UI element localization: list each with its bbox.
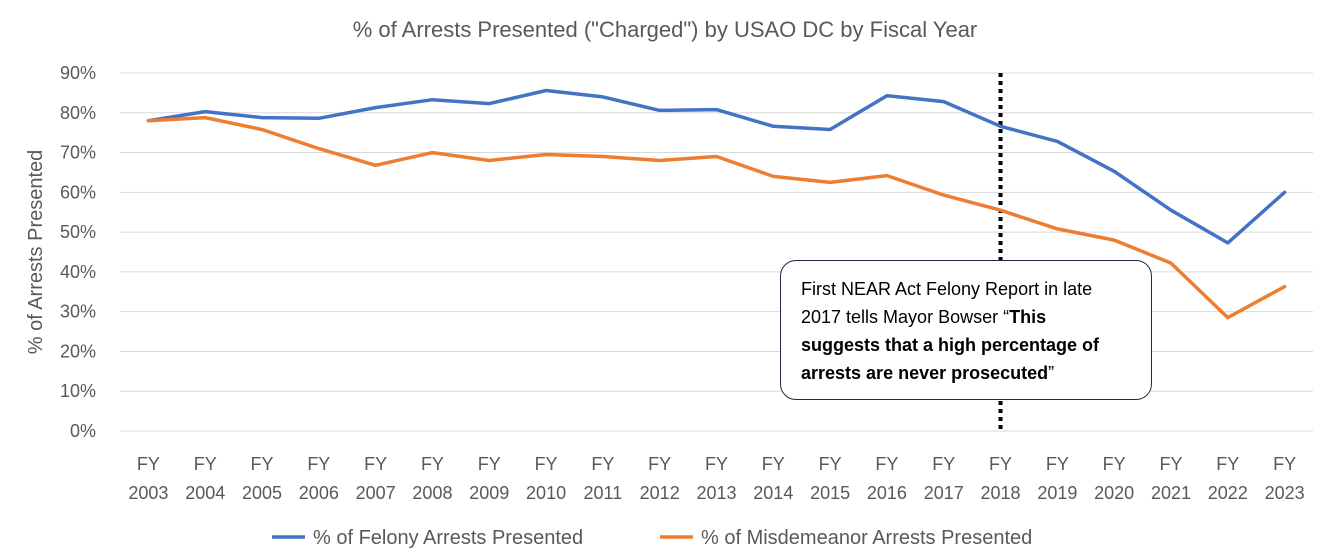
x-tick-label: FY 2022 xyxy=(1208,454,1248,503)
annotation-bold-text: arrests are never prosecuted xyxy=(801,363,1049,383)
x-tick-label: FY 2004 xyxy=(185,454,225,503)
x-tick-label: FY 2013 xyxy=(696,454,736,503)
annotation-bold-text: This xyxy=(1009,307,1047,327)
annotation-text: 2017 tells Mayor Bowser “ xyxy=(801,307,1010,327)
y-tick-label: 0% xyxy=(70,421,96,441)
grid-lines xyxy=(120,72,1313,432)
x-tick-label: FY 2012 xyxy=(640,454,680,503)
x-tick-label: FY 2010 xyxy=(526,454,566,503)
annotation-line-1: First NEAR Act Felony Report in late xyxy=(801,275,1131,303)
x-tick-label: FY 2019 xyxy=(1037,454,1077,503)
legend: % of Felony Arrests Presented % of Misdem… xyxy=(272,527,1032,549)
y-tick-label: 60% xyxy=(60,182,96,202)
chart-title: % of Arrests Presented ("Charged") by US… xyxy=(353,17,978,42)
x-tick-label: FY 2005 xyxy=(242,454,282,503)
y-tick-label: 80% xyxy=(60,103,96,123)
annotation-text: ” xyxy=(1048,363,1055,383)
x-tick-label: FY 2015 xyxy=(810,454,850,503)
x-tick-label: FY 2011 xyxy=(584,454,623,503)
x-tick-label: FY 2020 xyxy=(1094,454,1134,503)
x-tick-label: FY 2003 xyxy=(128,454,168,503)
x-tick-label: FY 2006 xyxy=(299,454,339,503)
y-axis-title: % of Arrests Presented xyxy=(25,150,47,355)
x-tick-label: FY 2007 xyxy=(356,454,396,503)
x-tick-label: FY 2018 xyxy=(981,454,1021,503)
x-tick-label: FY 2014 xyxy=(753,454,793,503)
annotation-bold-text: suggests that a high percentage of xyxy=(801,335,1100,355)
misdemeanor-series-line xyxy=(146,115,1287,320)
legend-label: % of Misdemeanor Arrests Presented xyxy=(701,527,1032,549)
x-tick-label: FY 2017 xyxy=(924,454,964,503)
y-tick-label: 30% xyxy=(60,302,96,322)
felony-series-line xyxy=(146,88,1287,245)
legend-label: % of Felony Arrests Presented xyxy=(313,527,583,549)
x-tick-label: FY 2016 xyxy=(867,454,907,503)
x-axis-ticks: FY 2003 FY 2004 FY 2005 FY 2006 FY 2007 FY 2008 FY 20… xyxy=(128,454,1304,503)
y-tick-label: 90% xyxy=(60,63,96,83)
y-tick-label: 50% xyxy=(60,222,96,242)
annotation-text: First NEAR Act Felony Report in late xyxy=(801,279,1093,299)
annotation-line-3: suggests that a high percentage of xyxy=(801,331,1131,359)
y-tick-label: 70% xyxy=(60,143,96,163)
annotation-callout: First NEAR Act Felony Report in late 201… xyxy=(780,260,1152,400)
x-tick-label: FY 2009 xyxy=(469,454,509,503)
x-tick-label: FY 2021 xyxy=(1151,454,1191,503)
y-axis-ticks: 0% 10% 20% 30% 40% 50% 60% 70% 80% 90% xyxy=(60,63,96,441)
y-tick-label: 20% xyxy=(60,341,96,361)
series-layer xyxy=(146,88,1287,320)
y-tick-label: 10% xyxy=(60,381,96,401)
annotation-line-2: 2017 tells Mayor Bowser “This xyxy=(801,303,1131,331)
x-tick-label: FY 2008 xyxy=(412,454,452,503)
y-tick-label: 40% xyxy=(60,262,96,282)
annotation-line-4: arrests are never prosecuted” xyxy=(801,359,1131,387)
x-tick-label: FY 2023 xyxy=(1265,454,1305,503)
